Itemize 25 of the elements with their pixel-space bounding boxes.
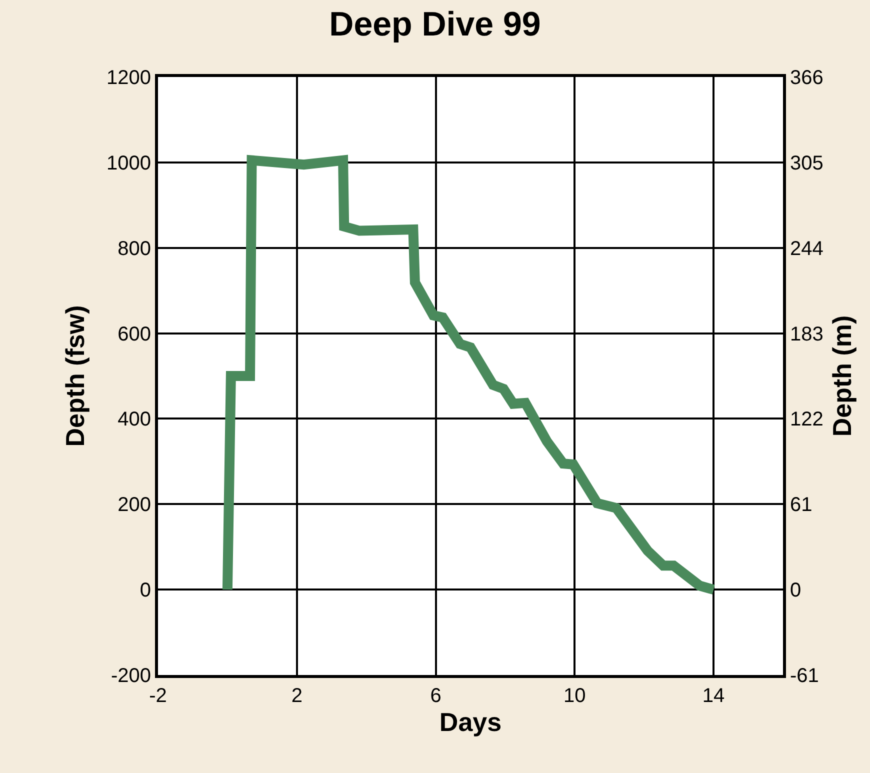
x-tick-label: 10 [564, 685, 586, 707]
y-tick-label: 1200 [106, 67, 151, 89]
y2-tick-label: -61 [790, 665, 819, 687]
y-tick-label: 600 [118, 323, 151, 346]
y2-axis-title: Depth (m) [827, 315, 858, 437]
x-tick-label: -2 [149, 685, 167, 707]
y2-tick-label: 61 [790, 494, 812, 516]
y2-tick-label: 183 [790, 323, 824, 346]
y2-tick-label: 0 [790, 580, 802, 602]
x-tick-label: 14 [702, 685, 725, 707]
x-tick-label: 2 [291, 685, 302, 707]
y-tick-label: 800 [118, 238, 151, 260]
y-tick-label: 400 [118, 408, 151, 431]
y2-tick-label: 366 [790, 67, 824, 89]
x-tick-label: 6 [430, 685, 442, 707]
x-axis-title: Days [439, 707, 502, 737]
y2-tick-label: 122 [790, 408, 824, 431]
y-tick-label: -200 [110, 665, 151, 687]
y-tick-label: 1000 [106, 152, 151, 174]
y-tick-label: 0 [140, 580, 151, 602]
chart-title: Deep Dive 99 [329, 5, 541, 44]
y-tick-label: 200 [118, 494, 151, 516]
y-axis-title: Depth (fsw) [60, 305, 90, 447]
y2-tick-label: 244 [790, 238, 824, 260]
y2-tick-label: 305 [790, 152, 824, 174]
